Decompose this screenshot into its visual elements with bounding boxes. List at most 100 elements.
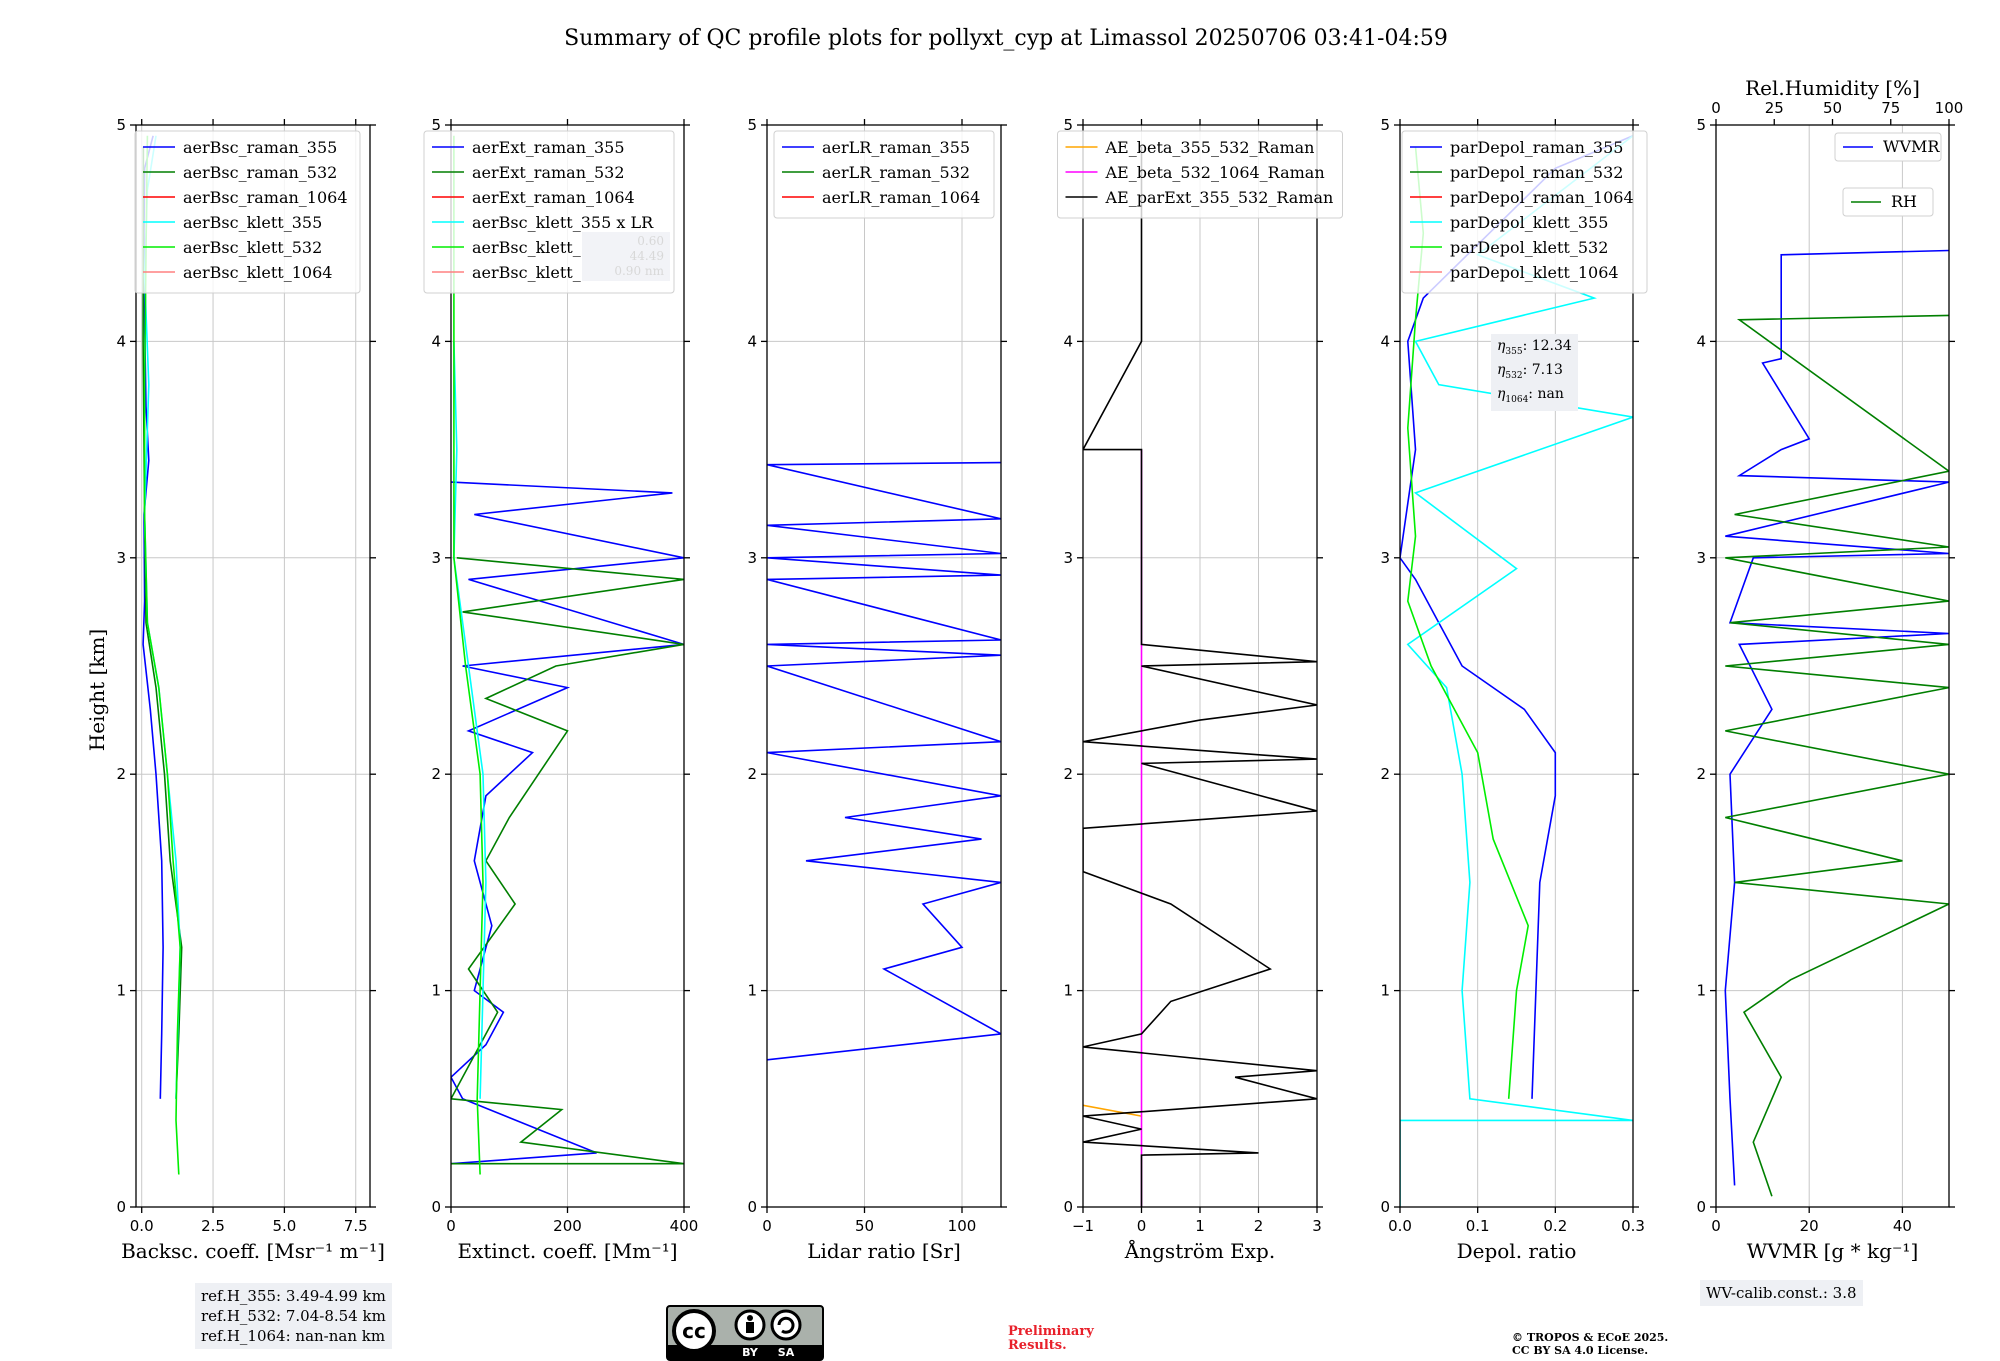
series-line-aerBsc_klett_355 x LR: [453, 341, 487, 1099]
x-axis-label: Ångström Exp.: [1124, 1238, 1275, 1263]
x-tick-label: 7.5: [344, 1217, 368, 1235]
legend-box: [1834, 132, 1942, 162]
legend-box: [773, 130, 995, 219]
y-tick-label: 5: [1380, 116, 1390, 134]
y-axis-label: Height [km]: [85, 629, 109, 751]
ref-height-355: ref.H_355: 3.49-4.99 km: [201, 1287, 386, 1305]
x-tick-label: 100: [948, 1217, 977, 1235]
x-tick-label: 2.5: [201, 1217, 225, 1235]
legend-label: aerLR_raman_1064: [822, 188, 980, 207]
copyright-line-2: CC BY SA 4.0 License.: [1512, 1344, 1649, 1357]
depol-eta-box: η355: 12.34 η532: 7.13 η1064: nan: [1491, 334, 1578, 412]
series-line-aerExt_raman_355: [451, 481, 684, 1165]
panel-wv: 0 20 40 0 1 2 3 4 5 WVMR [g * kg⁻¹] 0 25 50 75 100 Rel.…: [1696, 76, 1963, 1263]
legend: parDepol_raman_355 parDepol_raman_532 parD…: [1401, 130, 1648, 294]
y-tick-label: 3: [1063, 549, 1073, 567]
y-tick-label: 0: [1696, 1198, 1706, 1216]
x-tick-label: 400: [670, 1217, 699, 1235]
copyright-note: © TROPOS & ECoE 2025. CC BY SA 4.0 Licen…: [1512, 1331, 1732, 1357]
y-tick-label: 5: [431, 116, 441, 134]
x-tick-label: 0.1: [1466, 1217, 1490, 1235]
faint-overlay-box: 0.60 44.49 0.90 nm: [582, 232, 670, 281]
legend-label: parDepol_klett_355: [1450, 213, 1608, 232]
legend-label: parDepol_raman_1064: [1450, 188, 1634, 207]
y-tick-label: 4: [431, 332, 441, 350]
x2-tick-label: 100: [1935, 99, 1964, 117]
legend-label: WVMR: [1883, 137, 1940, 156]
eta-1064: η1064: nan: [1497, 385, 1564, 405]
y-tick-label: 4: [747, 332, 757, 350]
x-tick-label: 0.0: [130, 1217, 154, 1235]
wv-calibration-box: WV-calib.const.: 3.8: [1700, 1280, 1863, 1306]
x-tick-label: 0: [446, 1217, 456, 1235]
series-group: [1083, 146, 1317, 1207]
legend-label: aerBsc_klett_355: [183, 213, 322, 232]
legend-label: aerLR_raman_532: [822, 163, 970, 182]
x2-axis-label: Rel.Humidity [%]: [1745, 76, 1920, 100]
x-tick-label: 0.2: [1543, 1217, 1567, 1235]
legend-label: AE_beta_532_1064_Raman: [1105, 163, 1325, 182]
x-axis-label: Depol. ratio: [1457, 1239, 1577, 1263]
y-tick-label: 3: [431, 549, 441, 567]
reference-heights-box: ref.H_355: 3.49-4.99 km ref.H_532: 7.04-…: [195, 1283, 392, 1349]
x-tick-label: 200: [553, 1217, 582, 1235]
x-tick-label: −1: [1072, 1217, 1094, 1235]
preliminary-line-1: Preliminary: [1008, 1324, 1094, 1339]
series-line-parDepol_klett_532: [1406, 146, 1530, 1099]
series-line-RH: [1725, 314, 1949, 1197]
series-line-parDepol_klett_355: [1400, 135, 1633, 1207]
legend-label: parDepol_raman_355: [1450, 138, 1623, 157]
ref-height-532: ref.H_532: 7.04-8.54 km: [201, 1307, 386, 1325]
svg-text:cc: cc: [682, 1319, 706, 1343]
x-tick-label: 50: [855, 1217, 874, 1235]
ref-height-1064: ref.H_1064: nan-nan km: [201, 1327, 386, 1345]
y-tick-label: 2: [116, 765, 126, 783]
legend-box: [1842, 187, 1934, 217]
series-line-aerExt_raman_532: [451, 557, 684, 1165]
panel-depol: 0.0 0.1 0.2 0.3 0 1 2 3 4 5 Depol. ratio parDepol_r…: [1380, 116, 1648, 1263]
faint-overlay-line: 0.60: [637, 234, 664, 248]
y-tick-label: 3: [116, 549, 126, 567]
legend-label: AE_beta_355_532_Raman: [1105, 138, 1315, 157]
legend-box: [134, 130, 361, 294]
y-tick-label: 1: [116, 982, 126, 1000]
panel-lr: 0 50 100 0 1 2 3 4 5 Lidar ratio [Sr] aerLR_raman_…: [747, 116, 1007, 1263]
series-group: [451, 135, 684, 1175]
cc-icon: [672, 1309, 716, 1353]
profile-panels: 0.0 2.5 5.0 7.5 0 1 2 3 4 5 Backsc. coeff. [Msr⁻¹ …: [116, 76, 1963, 1263]
legend-label: parDepol_klett_532: [1450, 238, 1608, 257]
legend-label: aerBsc_klett_355 x LR: [472, 213, 654, 232]
legend-label: parDepol_klett_1064: [1450, 263, 1619, 282]
y-tick-label: 1: [1696, 982, 1706, 1000]
y-tick-label: 5: [1063, 116, 1073, 134]
y-tick-label: 4: [1696, 332, 1706, 350]
x-tick-label: 3: [1312, 1217, 1322, 1235]
share-alike-icon: [770, 1309, 802, 1341]
y-tick-label: 2: [431, 765, 441, 783]
axes-frame: [135, 124, 371, 1208]
y-tick-label: 1: [1380, 982, 1390, 1000]
x-tick-label: 0: [762, 1217, 772, 1235]
x2-tick-label: 50: [1823, 99, 1842, 117]
y-tick-label: 2: [747, 765, 757, 783]
x2-tick-label: 0: [1711, 99, 1721, 117]
y-tick-label: 0: [1380, 1198, 1390, 1216]
series-group: [767, 461, 1001, 1061]
legend-label: aerBsc_raman_1064: [183, 188, 348, 207]
cc-by-sa-license-badge: cc BY SA: [666, 1305, 824, 1361]
y-tick-label: 0: [431, 1198, 441, 1216]
faint-overlay-line: 0.90 nm: [614, 264, 664, 278]
legend: aerBsc_raman_355 aerBsc_raman_532 aerBsc_r…: [134, 130, 361, 294]
y-tick-label: 1: [1063, 982, 1073, 1000]
panel-ext: 0 200 400 0 1 2 3 4 5 Extinct. coeff. [Mm⁻¹] aerEx…: [423, 116, 699, 1263]
x-tick-label: 40: [1893, 1217, 1912, 1235]
y-tick-label: 2: [1380, 765, 1390, 783]
y-tick-label: 2: [1696, 765, 1706, 783]
svg-text:BY: BY: [742, 1346, 759, 1359]
legend-label: aerBsc_klett_1064: [183, 263, 332, 282]
figure-title: Summary of QC profile plots for pollyxt_…: [564, 26, 1448, 51]
x-axis-label: WVMR [g * kg⁻¹]: [1747, 1239, 1919, 1263]
series-line-AE_parExt_355_532_Raman: [1083, 146, 1317, 1207]
x-tick-label: 2: [1254, 1217, 1264, 1235]
